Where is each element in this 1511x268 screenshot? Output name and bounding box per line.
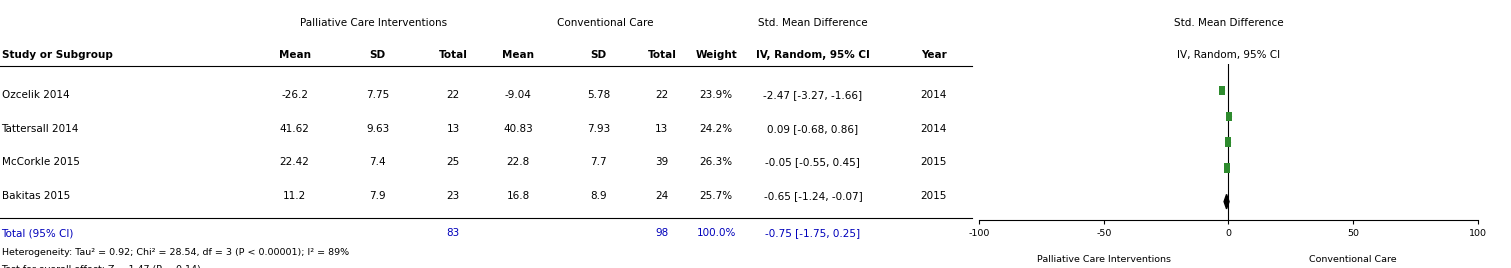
Text: 23.9%: 23.9% bbox=[700, 90, 733, 100]
Text: 16.8: 16.8 bbox=[506, 191, 530, 201]
Text: 9.63: 9.63 bbox=[366, 124, 390, 134]
Bar bbox=[1224, 163, 1230, 173]
Text: Weight: Weight bbox=[695, 50, 737, 60]
Text: Std. Mean Difference: Std. Mean Difference bbox=[759, 18, 867, 28]
Text: 24.2%: 24.2% bbox=[700, 124, 733, 134]
Text: 39: 39 bbox=[656, 157, 668, 167]
Text: Test for overall effect: Z = 1.47 (P = 0.14): Test for overall effect: Z = 1.47 (P = 0… bbox=[2, 265, 201, 268]
Text: 41.62: 41.62 bbox=[280, 124, 310, 134]
Text: 22.8: 22.8 bbox=[506, 157, 530, 167]
Text: 5.78: 5.78 bbox=[586, 90, 610, 100]
Text: 7.75: 7.75 bbox=[366, 90, 390, 100]
Text: 13: 13 bbox=[447, 124, 459, 134]
Text: 2015: 2015 bbox=[920, 191, 947, 201]
Bar bbox=[1225, 111, 1231, 121]
Text: Std. Mean Difference: Std. Mean Difference bbox=[1174, 18, 1283, 28]
Text: Mean: Mean bbox=[278, 50, 311, 60]
Text: Conventional Care: Conventional Care bbox=[1310, 255, 1396, 264]
Text: 7.7: 7.7 bbox=[589, 157, 607, 167]
Text: -0.65 [-1.24, -0.07]: -0.65 [-1.24, -0.07] bbox=[763, 191, 863, 201]
Text: 40.83: 40.83 bbox=[503, 124, 533, 134]
Text: 7.9: 7.9 bbox=[369, 191, 387, 201]
Text: Tattersall 2014: Tattersall 2014 bbox=[2, 124, 79, 134]
Text: 100.0%: 100.0% bbox=[697, 228, 736, 238]
Text: Total: Total bbox=[647, 50, 677, 60]
Bar bbox=[1225, 137, 1231, 147]
Text: Palliative Care Interventions: Palliative Care Interventions bbox=[1037, 255, 1171, 264]
Text: 98: 98 bbox=[656, 228, 668, 238]
Text: Heterogeneity: Tau² = 0.92; Chi² = 28.54, df = 3 (P < 0.00001); I² = 89%: Heterogeneity: Tau² = 0.92; Chi² = 28.54… bbox=[2, 248, 349, 257]
Text: 23: 23 bbox=[447, 191, 459, 201]
Text: Bakitas 2015: Bakitas 2015 bbox=[2, 191, 70, 201]
Text: Ozcelik 2014: Ozcelik 2014 bbox=[2, 90, 70, 100]
Text: 24: 24 bbox=[656, 191, 668, 201]
Text: 2014: 2014 bbox=[920, 124, 947, 134]
Text: 22: 22 bbox=[656, 90, 668, 100]
Text: SD: SD bbox=[370, 50, 385, 60]
Text: McCorkle 2015: McCorkle 2015 bbox=[2, 157, 80, 167]
Text: Total (95% CI): Total (95% CI) bbox=[2, 228, 74, 238]
Text: 7.93: 7.93 bbox=[586, 124, 610, 134]
Text: 22: 22 bbox=[447, 90, 459, 100]
Text: 11.2: 11.2 bbox=[283, 191, 307, 201]
Text: 0.09 [-0.68, 0.86]: 0.09 [-0.68, 0.86] bbox=[768, 124, 858, 134]
Text: Palliative Care Interventions: Palliative Care Interventions bbox=[301, 18, 447, 28]
Text: Study or Subgroup: Study or Subgroup bbox=[2, 50, 112, 60]
Text: -2.47 [-3.27, -1.66]: -2.47 [-3.27, -1.66] bbox=[763, 90, 863, 100]
Text: Year: Year bbox=[920, 50, 947, 60]
Text: 13: 13 bbox=[656, 124, 668, 134]
Text: Conventional Care: Conventional Care bbox=[558, 18, 653, 28]
Text: 22.42: 22.42 bbox=[280, 157, 310, 167]
Text: 7.4: 7.4 bbox=[369, 157, 387, 167]
Text: -9.04: -9.04 bbox=[505, 90, 532, 100]
Text: 2014: 2014 bbox=[920, 90, 947, 100]
Text: SD: SD bbox=[591, 50, 606, 60]
Text: 25.7%: 25.7% bbox=[700, 191, 733, 201]
Text: IV, Random, 95% CI: IV, Random, 95% CI bbox=[1177, 50, 1280, 60]
Text: -26.2: -26.2 bbox=[281, 90, 308, 100]
Text: -0.05 [-0.55, 0.45]: -0.05 [-0.55, 0.45] bbox=[766, 157, 860, 167]
Text: 2015: 2015 bbox=[920, 157, 947, 167]
Text: 26.3%: 26.3% bbox=[700, 157, 733, 167]
Text: IV, Random, 95% CI: IV, Random, 95% CI bbox=[756, 50, 870, 60]
Text: 8.9: 8.9 bbox=[589, 191, 607, 201]
Text: -0.75 [-1.75, 0.25]: -0.75 [-1.75, 0.25] bbox=[766, 228, 860, 238]
Bar bbox=[1219, 86, 1225, 95]
Text: Total: Total bbox=[438, 50, 468, 60]
Text: Mean: Mean bbox=[502, 50, 535, 60]
Polygon shape bbox=[1224, 194, 1228, 209]
Text: 25: 25 bbox=[447, 157, 459, 167]
Text: 83: 83 bbox=[447, 228, 459, 238]
